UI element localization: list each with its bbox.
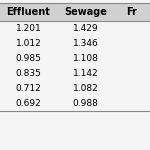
FancyBboxPatch shape (0, 3, 150, 21)
Text: 1.082: 1.082 (73, 84, 98, 93)
Text: 1.142: 1.142 (73, 69, 98, 78)
Text: 0.692: 0.692 (16, 99, 41, 108)
Text: Sewage: Sewage (64, 7, 107, 17)
FancyBboxPatch shape (0, 66, 150, 81)
Text: Fr: Fr (127, 7, 137, 17)
Text: 0.835: 0.835 (16, 69, 41, 78)
FancyBboxPatch shape (0, 81, 150, 96)
Text: 1.346: 1.346 (73, 39, 98, 48)
FancyBboxPatch shape (0, 51, 150, 66)
FancyBboxPatch shape (0, 36, 150, 51)
FancyBboxPatch shape (0, 21, 150, 36)
Text: 1.012: 1.012 (16, 39, 41, 48)
Text: 1.201: 1.201 (16, 24, 41, 33)
Text: 1.429: 1.429 (73, 24, 98, 33)
Text: 1.108: 1.108 (73, 54, 98, 63)
Text: Effluent: Effluent (7, 7, 50, 17)
Text: 0.712: 0.712 (16, 84, 41, 93)
FancyBboxPatch shape (0, 96, 150, 111)
Text: 0.985: 0.985 (16, 54, 41, 63)
Text: 0.988: 0.988 (73, 99, 98, 108)
